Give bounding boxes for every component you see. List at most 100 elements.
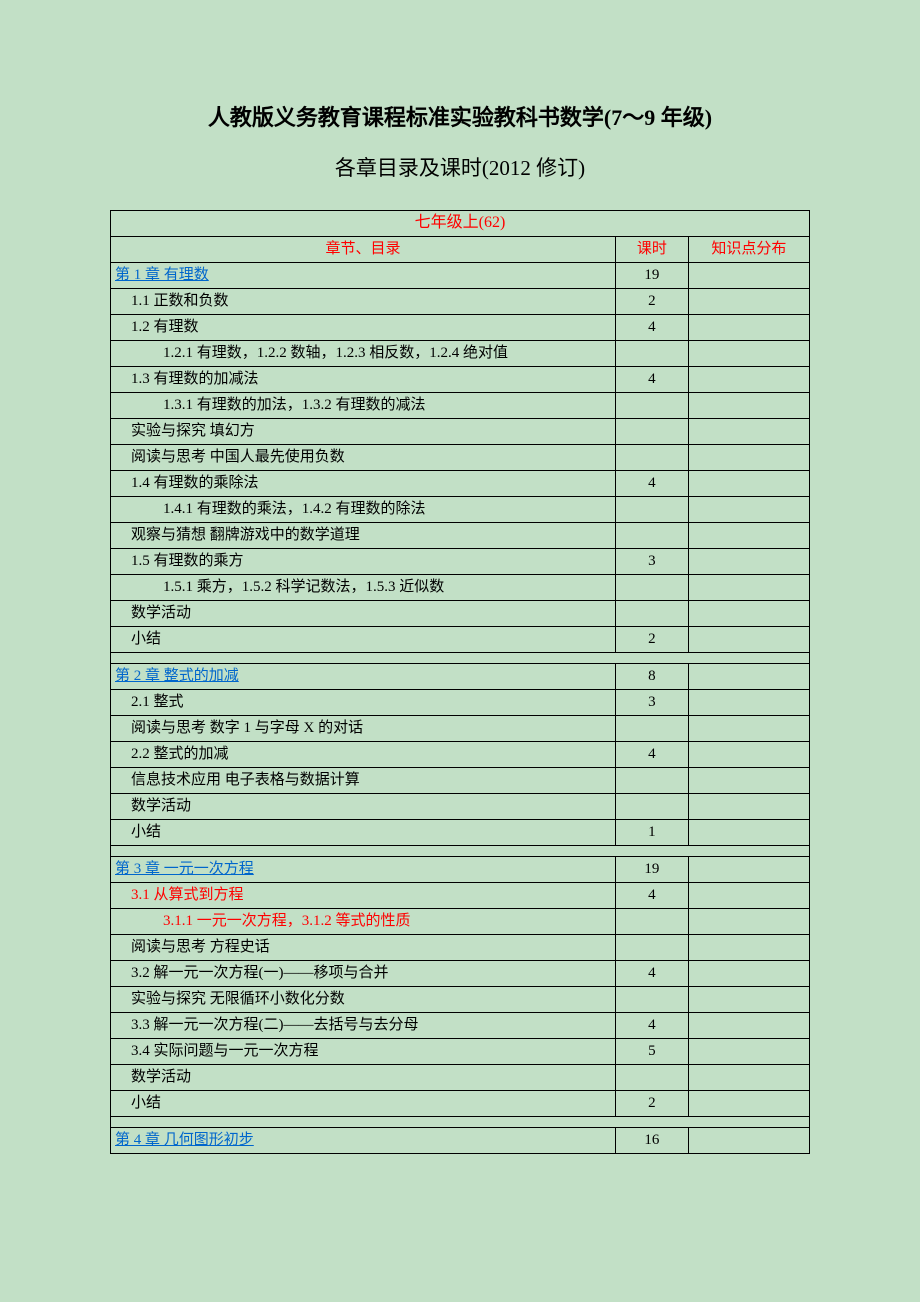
- chapter-cell: 阅读与思考 中国人最先使用负数: [111, 445, 616, 471]
- main-title: 人教版义务教育课程标准实验教科书数学(7～9 年级): [110, 100, 810, 132]
- chapter-cell: 3.3 解一元一次方程(二)——去括号与去分母: [111, 1013, 616, 1039]
- knowledge-cell: [688, 627, 809, 653]
- chapter-cell: 1.4.1 有理数的乘法，1.4.2 有理数的除法: [111, 497, 616, 523]
- col-header-chapter: 章节、目录: [111, 237, 616, 263]
- hours-cell: [616, 935, 689, 961]
- knowledge-cell: [688, 1091, 809, 1117]
- hours-cell: [616, 445, 689, 471]
- chapter-cell: 3.4 实际问题与一元一次方程: [111, 1039, 616, 1065]
- hours-cell: 4: [616, 471, 689, 497]
- knowledge-cell: [688, 909, 809, 935]
- grade-title-cell: 七年级上(62): [111, 211, 810, 237]
- knowledge-cell: [688, 341, 809, 367]
- knowledge-cell: [688, 367, 809, 393]
- knowledge-cell: [688, 1039, 809, 1065]
- table-row: 2.2 整式的加减4: [111, 742, 810, 768]
- knowledge-cell: [688, 742, 809, 768]
- table-row: 阅读与思考 方程史话: [111, 935, 810, 961]
- hours-cell: 2: [616, 289, 689, 315]
- chapter-cell: 观察与猜想 翻牌游戏中的数学道理: [111, 523, 616, 549]
- hours-cell: [616, 419, 689, 445]
- table-row: 数学活动: [111, 601, 810, 627]
- hours-cell: [616, 523, 689, 549]
- knowledge-cell: [688, 315, 809, 341]
- chapter-cell: 信息技术应用 电子表格与数据计算: [111, 768, 616, 794]
- hours-cell: 3: [616, 549, 689, 575]
- knowledge-cell: [688, 857, 809, 883]
- chapter-cell: 数学活动: [111, 1065, 616, 1091]
- hours-cell: [616, 716, 689, 742]
- chapter-cell: 3.2 解一元一次方程(一)——移项与合并: [111, 961, 616, 987]
- hours-cell: [616, 1065, 689, 1091]
- knowledge-cell: [688, 497, 809, 523]
- table-row: 第 3 章 一元一次方程19: [111, 857, 810, 883]
- knowledge-cell: [688, 794, 809, 820]
- table-row: 第 4 章 几何图形初步16: [111, 1128, 810, 1154]
- knowledge-cell: [688, 523, 809, 549]
- sub-title: 各章目录及课时(2012 修订): [110, 152, 810, 182]
- hours-cell: 4: [616, 883, 689, 909]
- chapter-cell: 小结: [111, 627, 616, 653]
- knowledge-cell: [688, 471, 809, 497]
- table-row: 小结2: [111, 627, 810, 653]
- grade-header-row: 七年级上(62): [111, 211, 810, 237]
- table-row: 实验与探究 填幻方: [111, 419, 810, 445]
- table-row: 数学活动: [111, 1065, 810, 1091]
- table-row: 阅读与思考 数字 1 与字母 X 的对话: [111, 716, 810, 742]
- table-row: 1.5 有理数的乘方3: [111, 549, 810, 575]
- knowledge-cell: [688, 935, 809, 961]
- column-header-row: 章节、目录 课时 知识点分布: [111, 237, 810, 263]
- table-row: [111, 1117, 810, 1128]
- knowledge-cell: [688, 716, 809, 742]
- hours-cell: 4: [616, 961, 689, 987]
- hours-cell: 2: [616, 1091, 689, 1117]
- chapter-cell: 数学活动: [111, 794, 616, 820]
- knowledge-cell: [688, 263, 809, 289]
- chapter-cell: 1.2 有理数: [111, 315, 616, 341]
- hours-cell: [616, 794, 689, 820]
- table-row: 数学活动: [111, 794, 810, 820]
- chapter-cell: 第 4 章 几何图形初步: [111, 1128, 616, 1154]
- hours-cell: 4: [616, 742, 689, 768]
- spacer-cell: [111, 846, 810, 857]
- curriculum-table: 七年级上(62) 章节、目录 课时 知识点分布 第 1 章 有理数191.1 正…: [110, 210, 810, 1154]
- chapter-cell: 第 2 章 整式的加减: [111, 664, 616, 690]
- hours-cell: [616, 909, 689, 935]
- table-row: 3.4 实际问题与一元一次方程5: [111, 1039, 810, 1065]
- table-row: 1.4 有理数的乘除法4: [111, 471, 810, 497]
- hours-cell: 3: [616, 690, 689, 716]
- knowledge-cell: [688, 575, 809, 601]
- knowledge-cell: [688, 1065, 809, 1091]
- table-row: 1.5.1 乘方，1.5.2 科学记数法，1.5.3 近似数: [111, 575, 810, 601]
- chapter-cell: 1.3 有理数的加减法: [111, 367, 616, 393]
- hours-cell: 8: [616, 664, 689, 690]
- hours-cell: 4: [616, 315, 689, 341]
- hours-cell: [616, 768, 689, 794]
- table-row: 3.3 解一元一次方程(二)——去括号与去分母4: [111, 1013, 810, 1039]
- table-row: 信息技术应用 电子表格与数据计算: [111, 768, 810, 794]
- hours-cell: 19: [616, 857, 689, 883]
- knowledge-cell: [688, 419, 809, 445]
- knowledge-cell: [688, 987, 809, 1013]
- chapter-cell: 第 1 章 有理数: [111, 263, 616, 289]
- chapter-cell: 小结: [111, 820, 616, 846]
- knowledge-cell: [688, 549, 809, 575]
- hours-cell: [616, 393, 689, 419]
- table-row: [111, 846, 810, 857]
- hours-cell: 5: [616, 1039, 689, 1065]
- table-row: 实验与探究 无限循环小数化分数: [111, 987, 810, 1013]
- chapter-cell: 阅读与思考 数字 1 与字母 X 的对话: [111, 716, 616, 742]
- chapter-title-text: 第 1 章 有理数: [115, 267, 209, 283]
- table-row: 第 2 章 整式的加减8: [111, 664, 810, 690]
- spacer-cell: [111, 1117, 810, 1128]
- hours-cell: [616, 497, 689, 523]
- table-row: 2.1 整式3: [111, 690, 810, 716]
- chapter-title-text: 第 4 章 几何图形初步: [115, 1132, 254, 1148]
- chapter-cell: 3.1 从算式到方程: [111, 883, 616, 909]
- knowledge-cell: [688, 289, 809, 315]
- chapter-cell: 小结: [111, 1091, 616, 1117]
- table-row: 3.1.1 一元一次方程，3.1.2 等式的性质: [111, 909, 810, 935]
- chapter-cell: 1.4 有理数的乘除法: [111, 471, 616, 497]
- knowledge-cell: [688, 1013, 809, 1039]
- chapter-cell: 实验与探究 无限循环小数化分数: [111, 987, 616, 1013]
